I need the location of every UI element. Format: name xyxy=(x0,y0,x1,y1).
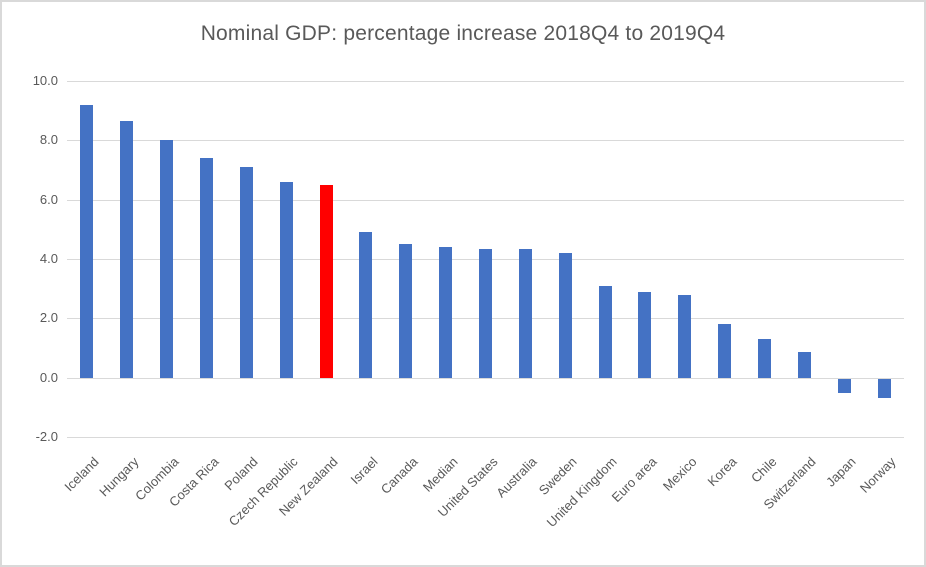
y-axis-tick-label: 4.0 xyxy=(39,251,58,266)
y-axis-tick-label: 6.0 xyxy=(39,191,58,207)
bar-costa-rica xyxy=(200,158,213,378)
bar-hungary xyxy=(120,121,134,378)
bar-new-zealand xyxy=(319,184,333,378)
gridline-0.0 xyxy=(67,377,904,379)
bar-poland xyxy=(239,167,253,378)
bar-sweden xyxy=(558,253,572,378)
bar-mexico xyxy=(678,294,692,378)
chart-title: Nominal GDP: percentage increase 2018Q4 … xyxy=(200,22,726,45)
bar-chile xyxy=(758,339,771,378)
y-axis-tick-label: -2.0 xyxy=(35,429,58,444)
bar-israel xyxy=(359,232,373,378)
y-axis-tick-label: 0.0 xyxy=(39,369,58,385)
bar-canada xyxy=(399,244,413,378)
bar-czech-republic xyxy=(279,181,293,378)
bar-euro-area xyxy=(638,291,652,378)
bar-colombia xyxy=(160,140,174,378)
bar-united-kingdom xyxy=(598,285,612,378)
bar-australia xyxy=(518,248,532,378)
bar-median xyxy=(439,247,453,378)
gridline-8.0 xyxy=(67,140,904,142)
y-axis-tick-label: 10.0 xyxy=(32,73,58,88)
bar-korea xyxy=(718,324,732,378)
y-axis-tick-label: 2.0 xyxy=(39,310,58,326)
bar-norway xyxy=(877,378,891,398)
gridline-10.0 xyxy=(67,81,904,82)
bar-iceland xyxy=(80,104,94,378)
bar-united-states xyxy=(479,248,492,378)
y-axis-tick-label: 8.0 xyxy=(39,132,58,148)
gridline--2.0 xyxy=(67,437,904,438)
bar-japan xyxy=(837,378,851,394)
gridline-6.0 xyxy=(67,199,904,201)
bar-switzerland xyxy=(797,352,811,378)
